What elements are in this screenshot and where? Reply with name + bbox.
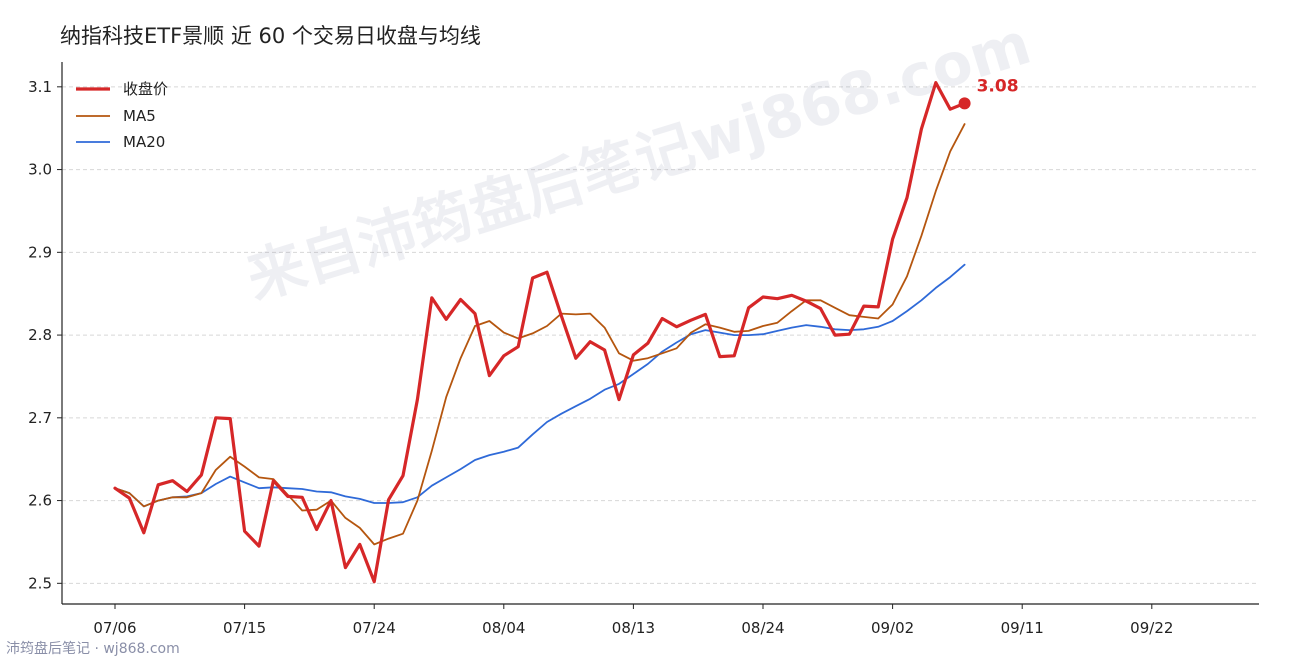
y-tick-label: 2.6 — [28, 492, 52, 510]
x-tick-label: 08/13 — [612, 619, 655, 637]
y-tick-label: 2.8 — [28, 326, 52, 344]
x-tick-label: 08/04 — [482, 619, 525, 637]
y-tick-label: 2.7 — [28, 409, 52, 427]
y-tick-label: 3.1 — [28, 78, 52, 96]
x-tick-label: 07/15 — [223, 619, 266, 637]
last-value-label: 3.08 — [977, 76, 1019, 96]
y-tick-label: 2.9 — [28, 243, 52, 261]
y-tick-label: 2.5 — [28, 574, 52, 592]
x-tick-label: 07/24 — [353, 619, 396, 637]
legend-label: MA20 — [123, 133, 165, 151]
legend: 收盘价 MA5 MA20 — [76, 80, 168, 151]
chart-title: 纳指科技ETF景顺 近 60 个交易日收盘与均线 — [60, 24, 481, 48]
annotations: 3.08 — [958, 76, 1019, 110]
x-tick-label: 08/24 — [741, 619, 784, 637]
series-lines — [113, 81, 967, 584]
footer-credit: 沛筠盘后笔记 · wj868.com — [6, 641, 180, 657]
legend-label: MA5 — [123, 107, 156, 125]
x-tick-label: 07/06 — [93, 619, 136, 637]
legend-label: 收盘价 — [123, 80, 168, 98]
gridlines — [62, 86, 1259, 584]
series-line-ma20 — [114, 263, 966, 508]
x-tick-label: 09/11 — [1001, 619, 1044, 637]
x-tick-label: 09/22 — [1130, 619, 1173, 637]
y-tick-label: 3.0 — [28, 161, 52, 179]
series-line-ma5 — [114, 123, 966, 546]
axes: 2.5 2.6 2.7 2.8 2.9 3.0 3.1 07/06 07/15 07/24 08/0… — [28, 62, 1259, 637]
last-point-marker — [958, 97, 971, 110]
series-line-close — [113, 81, 967, 584]
x-tick-label: 09/02 — [871, 619, 914, 637]
